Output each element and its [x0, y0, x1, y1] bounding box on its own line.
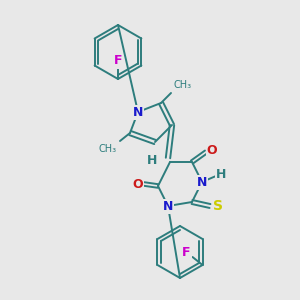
Text: CH₃: CH₃	[174, 80, 192, 90]
Text: F: F	[114, 55, 122, 68]
Text: N: N	[197, 176, 207, 188]
Text: CH₃: CH₃	[99, 144, 117, 154]
Text: S: S	[213, 199, 223, 213]
Text: N: N	[133, 106, 143, 118]
Text: O: O	[133, 178, 143, 190]
Text: N: N	[163, 200, 173, 212]
Text: O: O	[207, 143, 217, 157]
Text: H: H	[147, 154, 157, 166]
Text: H: H	[216, 167, 226, 181]
Text: F: F	[182, 247, 191, 260]
